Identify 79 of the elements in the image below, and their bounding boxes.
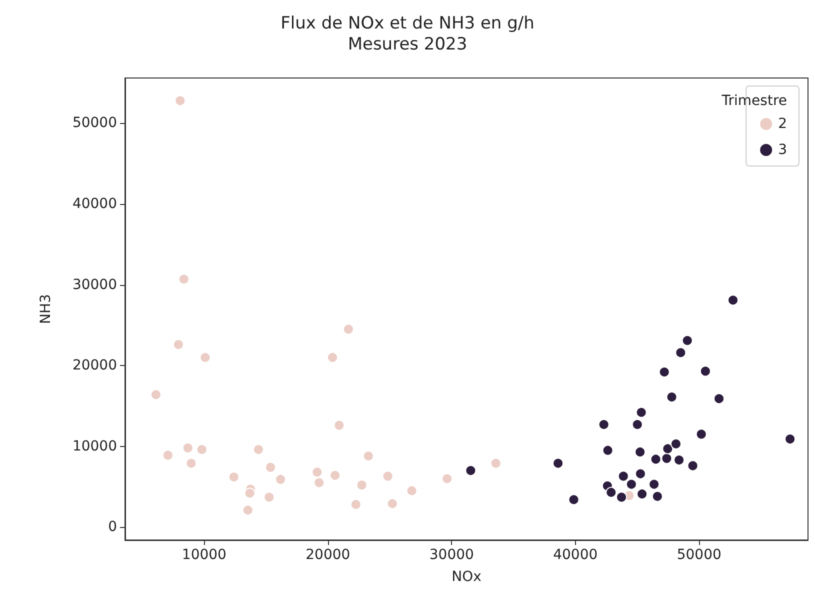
point xyxy=(330,470,341,481)
point xyxy=(674,454,685,466)
y-tick-label: 20000 xyxy=(72,358,117,374)
point xyxy=(174,95,186,106)
point xyxy=(666,392,678,403)
point xyxy=(244,488,256,499)
point xyxy=(602,444,614,456)
point xyxy=(784,434,796,445)
point xyxy=(386,498,398,510)
point xyxy=(648,478,660,490)
point xyxy=(186,458,197,469)
point xyxy=(598,419,610,430)
point xyxy=(350,498,362,510)
point xyxy=(714,393,725,404)
point xyxy=(264,492,275,503)
point xyxy=(700,366,711,377)
point xyxy=(265,462,276,473)
chart-title: Flux de NOx et de NH3 en g/h xyxy=(280,14,534,34)
point xyxy=(552,458,564,469)
y-tick-label: 50000 xyxy=(72,115,117,132)
chart-subtitle: Mesures 2023 xyxy=(348,34,468,54)
point xyxy=(342,324,354,335)
point xyxy=(618,470,629,482)
point xyxy=(728,294,739,306)
y-tick-label: 30000 xyxy=(72,276,117,293)
legend-label: 3 xyxy=(778,142,788,158)
point xyxy=(362,450,374,462)
point xyxy=(178,274,190,285)
point xyxy=(162,450,174,461)
point xyxy=(652,490,663,502)
point xyxy=(670,438,682,450)
point xyxy=(334,420,345,431)
point xyxy=(253,444,264,456)
point xyxy=(150,389,162,400)
x-tick-label: 20000 xyxy=(306,547,350,563)
x-tick-label: 40000 xyxy=(553,547,598,563)
x-axis-title: NOx xyxy=(452,569,482,585)
point xyxy=(382,470,394,482)
point xyxy=(490,458,502,469)
point xyxy=(662,443,674,454)
y-tick-label: 40000 xyxy=(72,196,117,212)
point xyxy=(172,339,184,350)
point xyxy=(616,492,628,503)
point xyxy=(658,366,670,378)
y-tick-label: 10000 xyxy=(72,438,117,454)
x-tick-label: 10000 xyxy=(182,547,226,563)
point xyxy=(634,446,646,458)
point xyxy=(406,485,418,496)
point xyxy=(650,454,662,465)
point xyxy=(632,419,643,430)
legend-title: Trimestre xyxy=(720,93,788,109)
point xyxy=(442,473,453,484)
point xyxy=(626,478,637,490)
point xyxy=(675,347,686,358)
point xyxy=(327,352,338,363)
point xyxy=(634,468,646,480)
point xyxy=(242,504,254,516)
point xyxy=(696,428,707,440)
point xyxy=(196,444,208,456)
point xyxy=(465,465,476,476)
point xyxy=(275,474,286,485)
point xyxy=(356,480,368,491)
legend-label: 2 xyxy=(778,116,788,132)
point xyxy=(606,486,617,498)
point xyxy=(682,335,693,346)
x-tick-label: 30000 xyxy=(429,547,474,563)
point xyxy=(200,352,211,363)
point xyxy=(228,472,240,482)
point xyxy=(312,466,323,478)
y-tick-label: 0 xyxy=(108,519,117,536)
point xyxy=(661,452,672,464)
point xyxy=(636,488,648,500)
x-tick-label: 50000 xyxy=(676,547,722,563)
point xyxy=(636,406,647,418)
y-axis-title: NH3 xyxy=(38,294,54,324)
point xyxy=(182,442,194,454)
point xyxy=(568,494,580,506)
point xyxy=(314,477,325,488)
point xyxy=(687,460,698,472)
